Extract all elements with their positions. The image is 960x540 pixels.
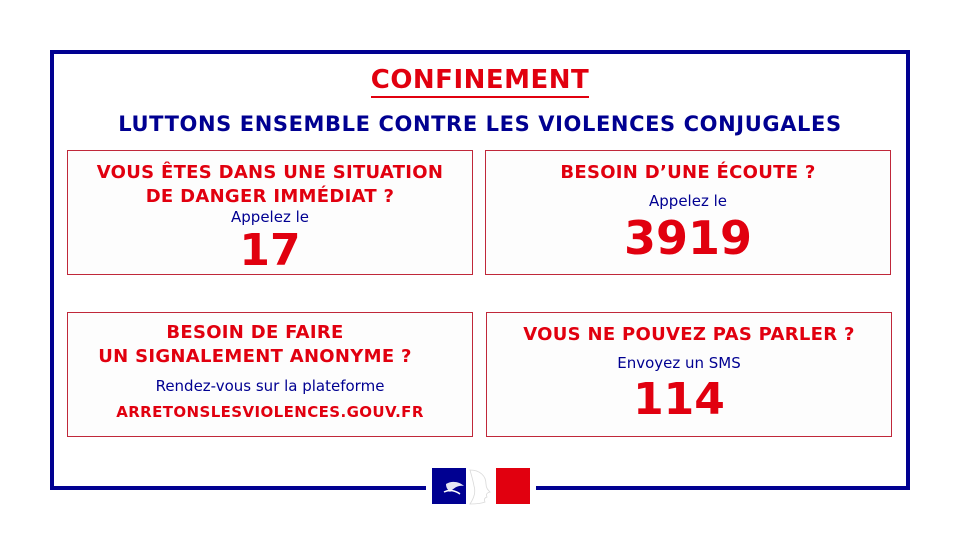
sms-instruction: Envoyez un SMS	[617, 354, 741, 372]
sms-card: VOUS NE POUVEZ PAS PARLER ? Envoyez un S…	[486, 312, 892, 437]
page-title: CONFINEMENT	[370, 64, 590, 98]
danger-instruction: Appelez le	[231, 208, 309, 226]
report-instruction: Rendez-vous sur la plateforme	[155, 377, 385, 395]
report-heading-line1: BESOIN DE FAIRE	[166, 322, 344, 343]
listening-heading: BESOIN D’UNE ÉCOUTE ?	[560, 162, 816, 183]
listening-phone-number: 3919	[623, 211, 753, 265]
listening-instruction: Appelez le	[649, 192, 727, 210]
sms-heading: VOUS NE POUVEZ PAS PARLER ?	[523, 324, 855, 345]
report-card: BESOIN DE FAIRE UN SIGNALEMENT ANONYME ?…	[67, 312, 473, 437]
page-title-wrapper: CONFINEMENT	[0, 64, 960, 98]
danger-heading-line2: DE DANGER IMMÉDIAT ?	[145, 186, 395, 207]
report-heading-line2: UN SIGNALEMENT ANONYME ?	[98, 346, 412, 367]
report-heading: BESOIN DE FAIRE UN SIGNALEMENT ANONYME ?	[68, 321, 472, 369]
sms-number: 114	[633, 374, 725, 425]
marianne-logo-icon	[426, 462, 536, 510]
listening-card: BESOIN D’UNE ÉCOUTE ? Appelez le 3919	[485, 150, 891, 275]
report-website-link[interactable]: ARRETONSLESVIOLENCES.GOUV.FR	[116, 403, 424, 421]
danger-card: VOUS ÊTES DANS UNE SITUATION DE DANGER I…	[67, 150, 473, 275]
danger-phone-number: 17	[239, 225, 301, 276]
page-subtitle: LUTTONS ENSEMBLE CONTRE LES VIOLENCES CO…	[118, 112, 842, 136]
danger-heading: VOUS ÊTES DANS UNE SITUATION DE DANGER I…	[68, 161, 472, 209]
danger-heading-line1: VOUS ÊTES DANS UNE SITUATION	[96, 162, 444, 183]
